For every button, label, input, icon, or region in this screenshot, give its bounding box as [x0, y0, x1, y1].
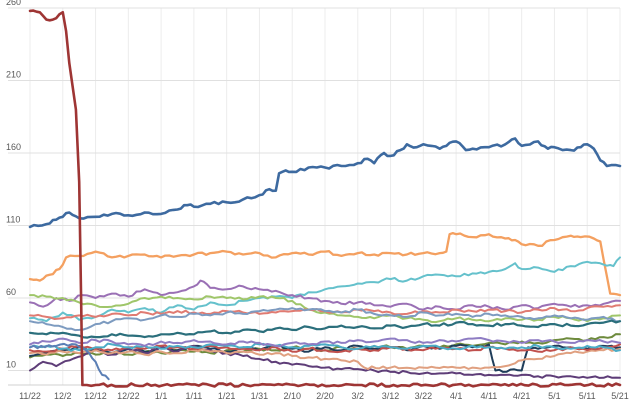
series-17-line: [28, 9, 622, 388]
x-tick-label: 1/21: [218, 391, 236, 401]
series-5-line: [29, 294, 621, 324]
series-15-line: [29, 337, 621, 348]
x-tick-label: 1/31: [251, 391, 269, 401]
x-tick-label: 12/22: [117, 391, 140, 401]
series-12-line: [29, 347, 621, 371]
series-4-line: [29, 279, 621, 311]
y-tick-label: 210: [6, 70, 21, 80]
series-8-line: [28, 319, 622, 339]
series-1-line: [28, 137, 622, 229]
x-tick-label: 3/2: [352, 391, 365, 401]
x-tick-label: 1/1: [155, 391, 168, 401]
x-tick-label: 11/22: [19, 391, 41, 401]
series-16-line: [29, 342, 110, 381]
x-tick-label: 3/22: [415, 391, 433, 401]
x-tick-label: 12/12: [84, 391, 107, 401]
x-tick-label: 3/12: [382, 391, 400, 401]
y-tick-label: 60: [6, 287, 16, 297]
x-tick-label: 5/21: [611, 391, 629, 401]
series-11-line: [29, 344, 621, 379]
series-7-line: [29, 307, 621, 332]
x-tick-label: 5/11: [579, 391, 596, 401]
y-tick-label: 110: [6, 215, 20, 225]
x-tick-label: 2/10: [283, 391, 301, 401]
x-tick-label: 12/2: [54, 391, 72, 401]
y-tick-label: 10: [6, 360, 16, 370]
series-2-line: [28, 231, 622, 297]
x-tick-label: 1/11: [185, 391, 202, 401]
y-tick-label: 160: [6, 142, 21, 152]
x-tick-label: 4/11: [480, 391, 497, 401]
series-lines: [28, 9, 622, 388]
x-axis-ticks: 11/22 12/2 12/12 12/22 1/1 1/11 1/21 1/31 2/10 2/…: [19, 391, 629, 401]
x-tick-label: 4/1: [450, 391, 463, 401]
x-tick-label: 4/21: [513, 391, 531, 401]
series-14-line: [29, 342, 621, 352]
x-tick-label: 2/20: [316, 391, 334, 401]
y-tick-label: 260: [6, 0, 21, 7]
x-tick-label: 5/1: [548, 391, 561, 401]
y-axis-ticks: 10 60 110 160 210 260: [6, 0, 21, 370]
series-3-line: [29, 256, 621, 323]
